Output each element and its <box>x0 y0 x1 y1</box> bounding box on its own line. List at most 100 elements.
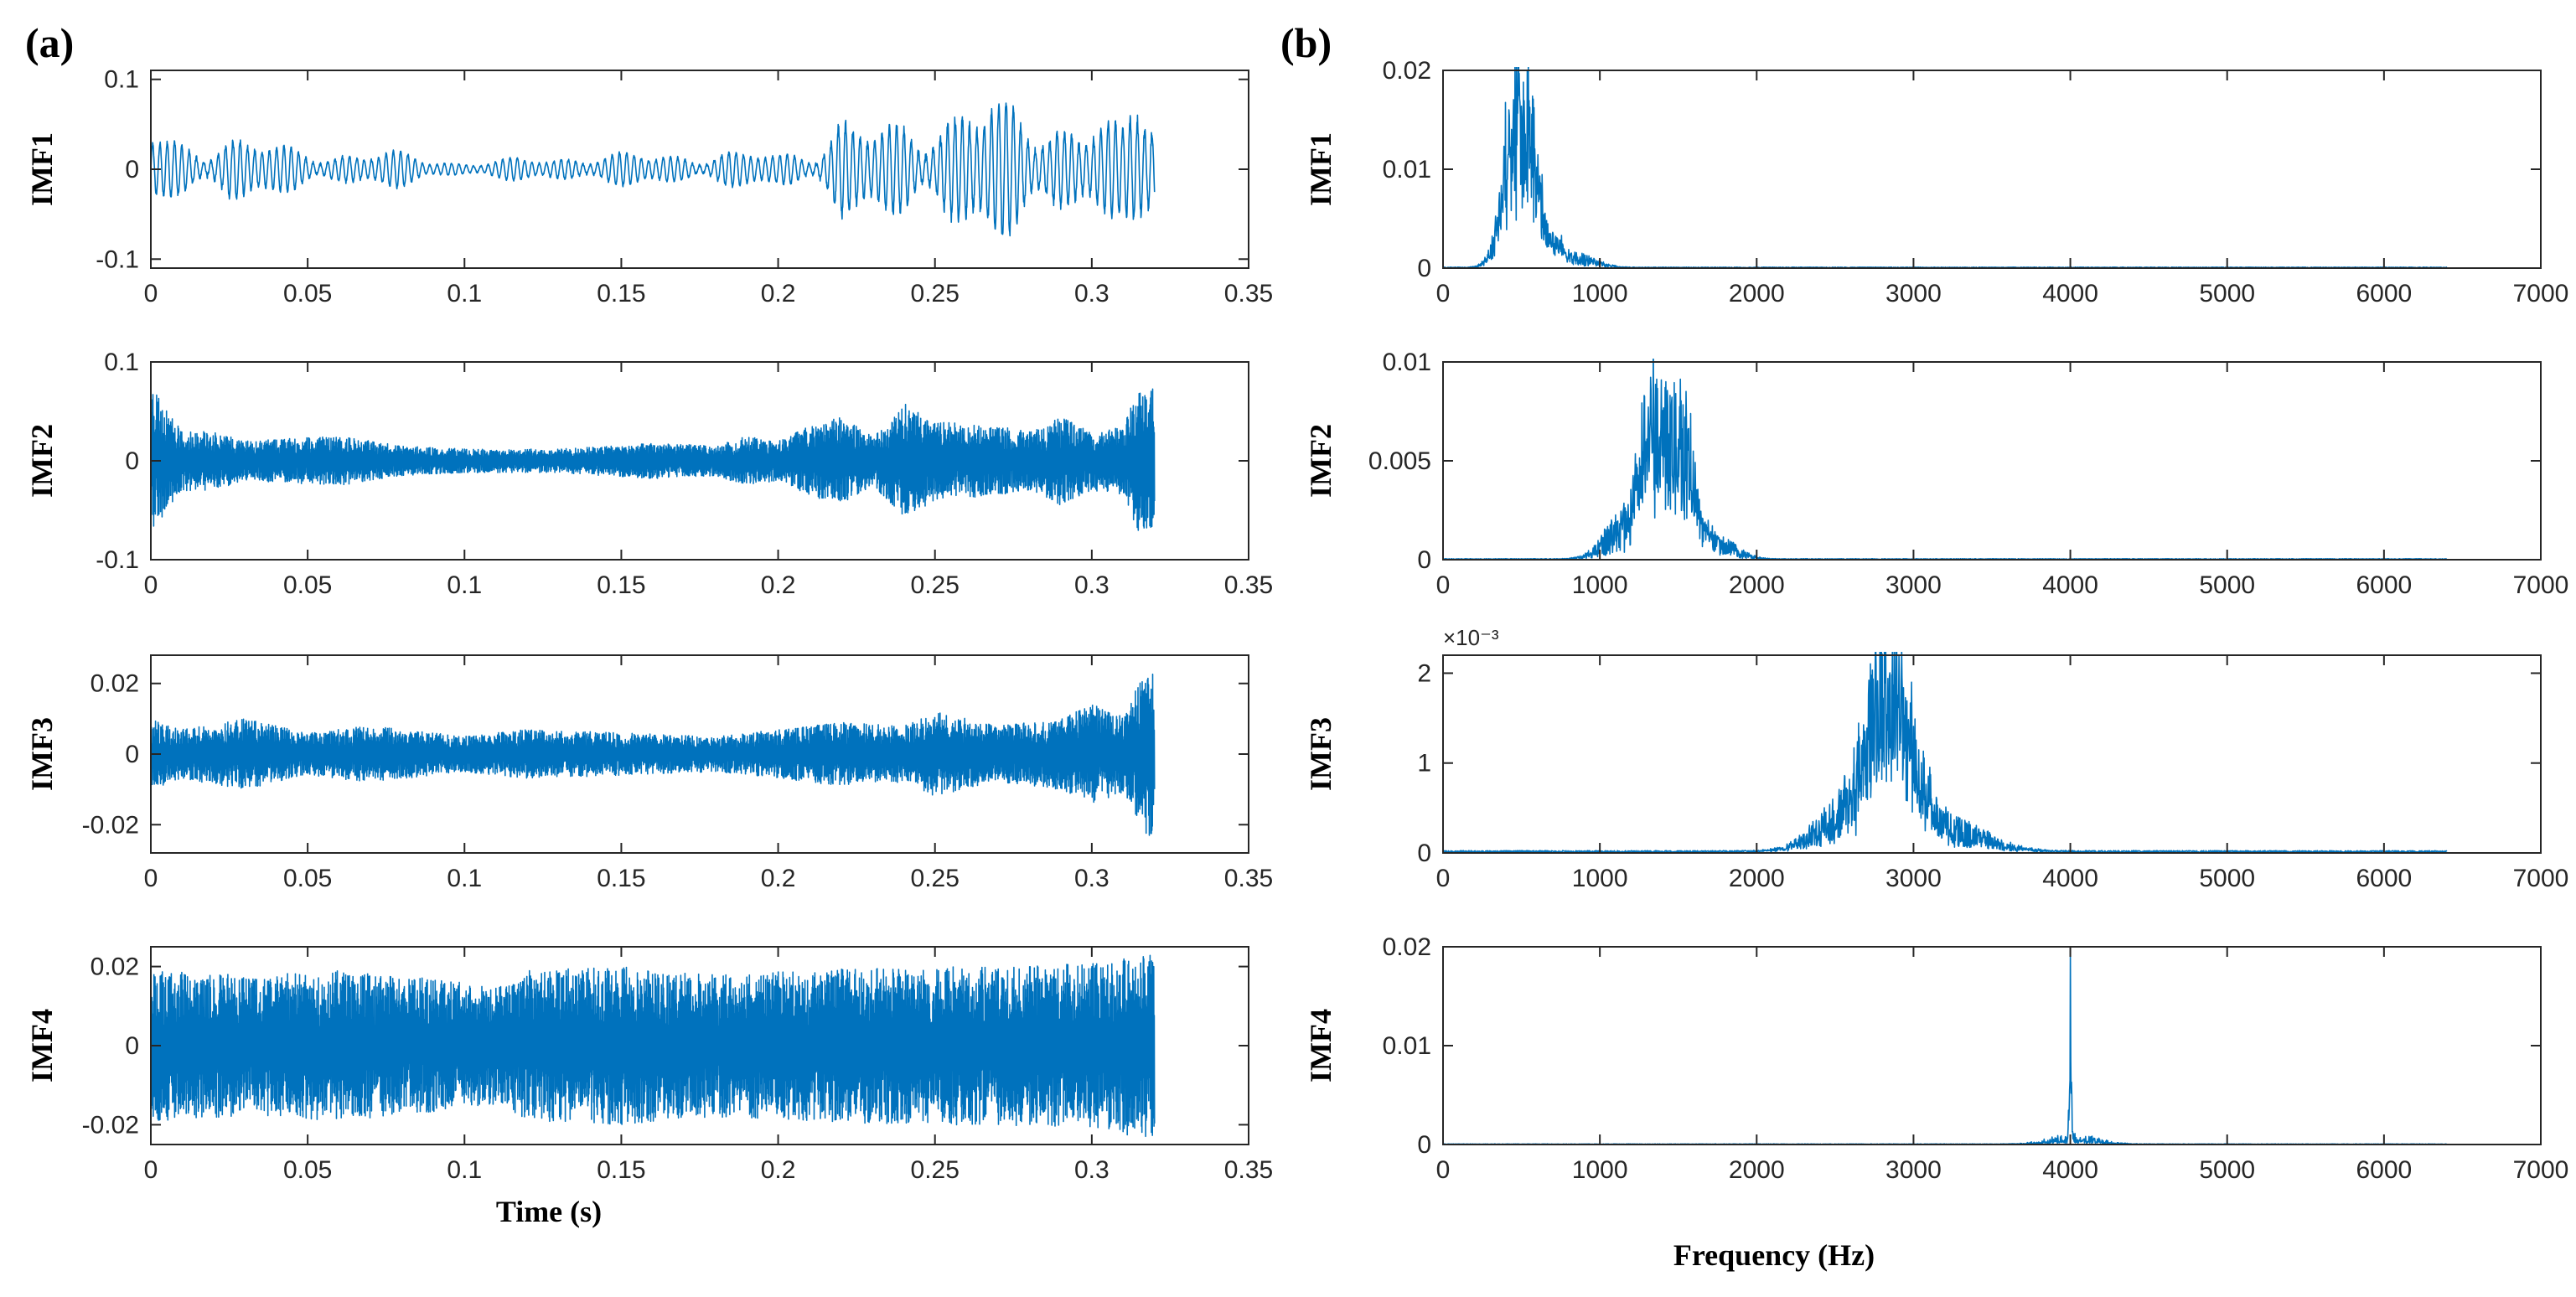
x-tick-label: 3000 <box>1885 865 1942 892</box>
x-tick-label: 2000 <box>1729 865 1785 892</box>
x-tick-label: 0.2 <box>761 280 796 307</box>
series-line-b-imf1 <box>1443 67 2448 269</box>
series-line-b-imf2 <box>1443 359 2448 561</box>
x-tick-label: 1000 <box>1572 865 1628 892</box>
y-exponent-label: ×10⁻³ <box>1443 625 1499 650</box>
y-axis-label: IMF4 <box>1304 1009 1337 1083</box>
x-tick-label: 0 <box>1436 1156 1451 1184</box>
x-tick-label: 0.1 <box>447 1156 482 1184</box>
x-tick-label: 1000 <box>1572 280 1628 307</box>
y-axis-label: IMF1 <box>25 132 59 206</box>
axes-box <box>1442 946 2542 1145</box>
x-tick-label: 5000 <box>2199 571 2255 599</box>
y-tick-label: 0.01 <box>1383 1032 1431 1060</box>
y-tick-label: 0 <box>1417 255 1431 282</box>
x-tick-label: 1000 <box>1572 1156 1628 1184</box>
y-tick-label: 0 <box>1417 840 1431 867</box>
y-tick-label: 0 <box>125 156 139 183</box>
x-tick-label: 2000 <box>1729 1156 1785 1184</box>
x-tick-label: 0.2 <box>761 571 796 599</box>
x-tick-label: 0 <box>144 571 158 599</box>
x-tick-label: 0.1 <box>447 280 482 307</box>
x-tick-label: 5000 <box>2199 865 2255 892</box>
y-tick-label: 0.02 <box>91 953 139 981</box>
panel-label-a: (a) <box>25 19 74 66</box>
x-tick-label: 0.3 <box>1074 1156 1110 1184</box>
x-tick-label: 0.35 <box>1224 571 1273 599</box>
series-line-b-imf4 <box>1443 949 2448 1145</box>
chart-b-imf1: 0 1000 2000 3000 4000 5000 6000 7000 0 0.01 0.02 IM… <box>1304 57 2569 307</box>
axes-box <box>1442 70 2542 269</box>
chart-b-imf3: 0 1000 2000 3000 4000 5000 6000 7000 0 1 2 ×10⁻³ IMF… <box>1304 625 2569 892</box>
y-axis-label: IMF3 <box>25 717 59 791</box>
x-tick-label: 3000 <box>1885 1156 1942 1184</box>
x-tick-label: 4000 <box>2042 280 2098 307</box>
series-line-b-imf3 <box>1443 652 2448 854</box>
chart-a-imf4: 0 0.05 0.1 0.15 0.2 0.25 0.3 0.35-0.0200.02IMF4… <box>25 946 1273 1228</box>
x-tick-label: 0.35 <box>1224 865 1273 892</box>
x-tick-label: 7000 <box>2513 1156 2569 1184</box>
y-tick-label: 0.02 <box>1383 57 1431 85</box>
y-tick-label: 0.01 <box>1383 349 1431 376</box>
x-tick-label: 0.15 <box>597 280 645 307</box>
x-tick-label: 3000 <box>1885 571 1942 599</box>
x-tick-label: 0 <box>144 865 158 892</box>
y-tick-label: -0.02 <box>82 1111 139 1139</box>
y-tick-label: 0 <box>1417 546 1431 574</box>
x-tick-label: 5000 <box>2199 280 2255 307</box>
x-tick-label: 0.05 <box>283 280 332 307</box>
x-tick-label: 2000 <box>1729 571 1785 599</box>
chart-b-imf2: 0 1000 2000 3000 4000 5000 6000 7000 0 0.005 0.01 I… <box>1304 349 2569 599</box>
x-tick-label: 4000 <box>2042 571 2098 599</box>
y-tick-label: -0.1 <box>96 245 139 273</box>
x-tick-label: 3000 <box>1885 280 1942 307</box>
x-tick-label: 4000 <box>2042 1156 2098 1184</box>
x-tick-label: 0.25 <box>911 1156 960 1184</box>
y-tick-label: 0 <box>1417 1131 1431 1159</box>
x-tick-label: 0 <box>1436 865 1451 892</box>
x-tick-label: 0.05 <box>283 571 332 599</box>
y-tick-label: 2 <box>1417 659 1431 687</box>
series-line-a-imf2 <box>151 388 1156 531</box>
x-tick-label: 0.05 <box>283 1156 332 1184</box>
x-tick-label: 6000 <box>2356 1156 2412 1184</box>
x-tick-label: 0.25 <box>911 865 960 892</box>
y-axis-label: IMF2 <box>25 424 59 498</box>
y-tick-label: 1 <box>1417 750 1431 778</box>
x-tick-label: 7000 <box>2513 865 2569 892</box>
x-tick-label: 6000 <box>2356 280 2412 307</box>
x-tick-label: 0.15 <box>597 571 645 599</box>
y-axis-label: IMF4 <box>25 1009 59 1083</box>
x-tick-label: 5000 <box>2199 1156 2255 1184</box>
series-line-a-imf4 <box>151 954 1156 1138</box>
x-tick-label: 7000 <box>2513 571 2569 599</box>
y-axis-label: IMF2 <box>1304 424 1337 498</box>
x-tick-label: 0 <box>144 1156 158 1184</box>
series-line-a-imf3 <box>151 673 1156 836</box>
y-tick-label: 0 <box>125 741 139 768</box>
x-tick-label: 0 <box>1436 280 1451 307</box>
x-tick-label: 0.15 <box>597 1156 645 1184</box>
x-tick-label: 0.35 <box>1224 280 1273 307</box>
x-axis-label: Frequency (Hz) <box>1673 1238 1875 1272</box>
x-tick-label: 0.2 <box>761 865 796 892</box>
x-tick-label: 6000 <box>2356 571 2412 599</box>
x-tick-label: 2000 <box>1729 280 1785 307</box>
x-tick-label: 0 <box>144 280 158 307</box>
y-tick-label: 0.01 <box>1383 156 1431 183</box>
x-tick-label: 7000 <box>2513 280 2569 307</box>
y-tick-label: 0.1 <box>104 349 139 376</box>
x-tick-label: 0.1 <box>447 571 482 599</box>
y-tick-label: 0.005 <box>1368 447 1431 475</box>
y-tick-label: -0.02 <box>82 811 139 839</box>
x-tick-label: 0.25 <box>911 571 960 599</box>
y-tick-label: 0.1 <box>104 66 139 94</box>
y-tick-label: 0.02 <box>91 670 139 698</box>
x-tick-label: 6000 <box>2356 865 2412 892</box>
x-tick-label: 0.3 <box>1074 280 1110 307</box>
